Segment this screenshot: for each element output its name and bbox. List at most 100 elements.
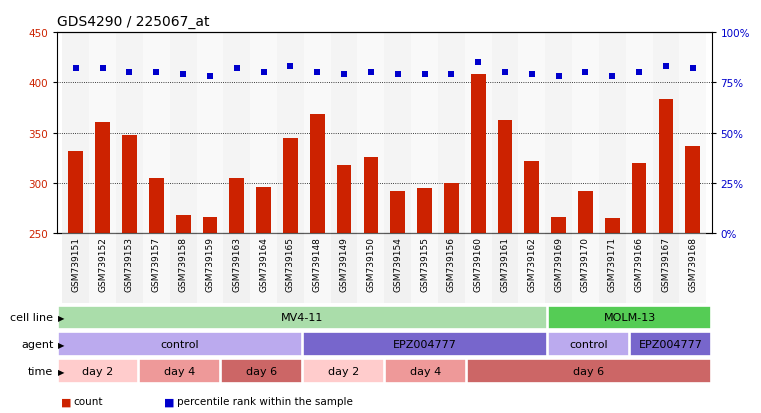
Bar (89, 233, 116, 304)
Bar (626, 233, 652, 304)
Bar (652, 33, 680, 233)
Text: MV4-11: MV4-11 (282, 313, 323, 323)
Point (499, 70, 511, 76)
Point (285, 64, 297, 70)
Point (660, 64, 672, 70)
Bar (336, 165, 352, 233)
Bar (58, 332, 302, 356)
Point (177, 72, 189, 78)
Bar (599, 233, 626, 304)
Point (633, 70, 645, 76)
Bar (686, 146, 700, 233)
Bar (626, 33, 652, 233)
Bar (492, 33, 518, 233)
Bar (384, 33, 411, 233)
Bar (471, 75, 486, 233)
Bar (122, 135, 137, 233)
Point (686, 66, 699, 72)
Point (552, 74, 565, 81)
Bar (411, 233, 438, 304)
Text: ▶: ▶ (58, 313, 65, 322)
Text: ▶: ▶ (58, 340, 65, 349)
Text: day 4: day 4 (164, 366, 196, 376)
Point (97, 66, 109, 72)
Text: GSM739166: GSM739166 (635, 237, 644, 292)
Point (526, 72, 538, 78)
Bar (143, 233, 170, 304)
Point (365, 70, 377, 76)
Text: ■: ■ (61, 396, 72, 406)
Bar (680, 233, 706, 304)
Bar (303, 332, 547, 356)
Bar (277, 33, 304, 233)
Bar (58, 306, 547, 330)
Text: GSM739168: GSM739168 (688, 237, 697, 292)
Bar (283, 138, 298, 233)
Text: cell line: cell line (10, 313, 53, 323)
Point (338, 72, 350, 78)
Point (70, 66, 82, 72)
Bar (229, 178, 244, 233)
Text: EPZ004777: EPZ004777 (638, 339, 702, 349)
Bar (605, 218, 619, 233)
Bar (196, 233, 224, 304)
Text: ■: ■ (164, 396, 174, 406)
Bar (170, 233, 196, 304)
Point (150, 70, 162, 76)
Bar (652, 233, 680, 304)
Bar (545, 233, 572, 304)
Text: GSM739170: GSM739170 (581, 237, 590, 292)
Bar (310, 115, 325, 233)
Bar (176, 215, 190, 233)
Bar (438, 33, 465, 233)
Bar (250, 33, 277, 233)
Text: EPZ004777: EPZ004777 (393, 339, 457, 349)
Text: GSM739153: GSM739153 (125, 237, 134, 292)
Text: agent: agent (21, 339, 53, 349)
Bar (89, 33, 116, 233)
Text: control: control (569, 339, 608, 349)
Bar (304, 233, 331, 304)
Bar (465, 233, 492, 304)
Bar (599, 33, 626, 233)
Point (392, 72, 404, 78)
Bar (139, 359, 220, 383)
Text: time: time (28, 366, 53, 376)
Text: GSM739159: GSM739159 (205, 237, 215, 292)
Bar (632, 163, 647, 233)
Bar (680, 33, 706, 233)
Text: GSM739167: GSM739167 (661, 237, 670, 292)
Bar (224, 233, 250, 304)
Text: GSM739162: GSM739162 (527, 237, 537, 292)
Bar (62, 233, 89, 304)
Text: GSM739152: GSM739152 (98, 237, 107, 292)
Text: day 4: day 4 (409, 366, 441, 376)
Point (231, 66, 243, 72)
Bar (95, 123, 110, 233)
Bar (549, 332, 629, 356)
Text: GSM739157: GSM739157 (151, 237, 161, 292)
Bar (116, 233, 143, 304)
Text: GSM739154: GSM739154 (393, 237, 403, 292)
Text: day 6: day 6 (246, 366, 277, 376)
Bar (466, 359, 711, 383)
Bar (549, 306, 711, 330)
Point (419, 72, 431, 78)
Text: GSM739155: GSM739155 (420, 237, 429, 292)
Text: day 6: day 6 (573, 366, 604, 376)
Bar (331, 33, 358, 233)
Bar (524, 161, 540, 233)
Text: percentile rank within the sample: percentile rank within the sample (177, 396, 352, 406)
Text: GSM739158: GSM739158 (179, 237, 188, 292)
Bar (572, 33, 599, 233)
Bar (364, 157, 378, 233)
Bar (578, 191, 593, 233)
Text: GDS4290 / 225067_at: GDS4290 / 225067_at (57, 15, 209, 29)
Text: control: control (161, 339, 199, 349)
Bar (465, 33, 492, 233)
Bar (221, 359, 302, 383)
Text: GSM739161: GSM739161 (501, 237, 510, 292)
Bar (385, 359, 466, 383)
Bar (196, 33, 224, 233)
Bar (331, 233, 358, 304)
